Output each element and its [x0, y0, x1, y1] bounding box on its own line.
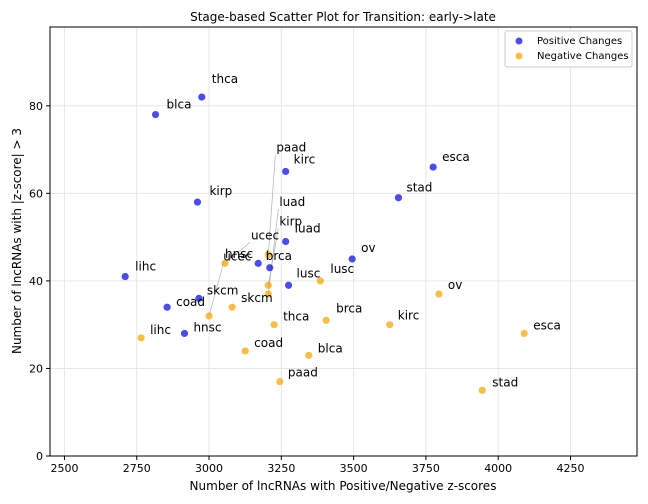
legend-marker-negative	[515, 52, 523, 60]
point-label: skcm	[241, 291, 273, 305]
point-label: hnsc	[193, 320, 221, 334]
point-positive-brca	[266, 264, 274, 272]
point-negative-lihc	[137, 334, 145, 342]
point-negative-kirp	[264, 281, 272, 289]
point-label: ov	[448, 278, 462, 292]
point-label: paad	[288, 366, 318, 380]
point-label: blca	[318, 341, 343, 355]
point-label: kirp	[279, 214, 302, 228]
point-negative-luad	[264, 290, 272, 298]
point-label: kirc	[398, 309, 420, 323]
x-axis-label: Number of lncRNAs with Positive/Negative…	[190, 479, 497, 493]
leader-line	[267, 208, 279, 295]
point-negative-stad	[478, 386, 486, 394]
point-negative-coad	[241, 347, 249, 355]
point-negative-esca	[520, 329, 528, 338]
point-label: brca	[266, 249, 292, 263]
chart-title: Stage-based Scatter Plot for Transition:…	[190, 10, 496, 24]
point-label: stad	[406, 181, 432, 195]
point-positive-luad	[282, 237, 290, 246]
point-positive-thca	[198, 93, 206, 101]
leader-line	[224, 242, 251, 264]
y-axis-label: Number of lncRNAs with |z-score| > 3	[10, 128, 24, 354]
point-positive-skcm	[195, 294, 203, 303]
point-positive-kirp	[193, 198, 202, 206]
x-tick-label: 3500	[340, 462, 368, 475]
point-label: ov	[361, 241, 375, 255]
point-positive-esca	[429, 163, 437, 171]
point-positive-lusc	[284, 281, 293, 289]
point-positive-stad	[394, 194, 403, 202]
point-label: lihc	[135, 260, 156, 274]
point-label: kirc	[294, 152, 316, 166]
point-label: ucec	[223, 249, 251, 263]
x-tick-label: 3000	[195, 462, 223, 475]
point-label: blca	[167, 98, 192, 112]
point-label: skcm	[207, 283, 239, 297]
point-label: lusc	[330, 262, 354, 276]
point-label: coad	[176, 295, 205, 309]
point-label: hnsc	[225, 247, 253, 261]
point-label: paad	[276, 141, 306, 155]
point-positive-hnsc	[180, 329, 189, 338]
legend-label-positive: Positive Changes	[537, 36, 622, 47]
point-negative-paad	[264, 251, 272, 259]
legend-box	[504, 30, 633, 68]
x-tick-label: 2750	[123, 462, 151, 475]
data-points	[121, 93, 528, 394]
point-label: ucec	[251, 228, 279, 242]
y-tick-label: 20	[29, 362, 43, 375]
point-label: kirp	[209, 184, 232, 198]
point-negative-paad	[276, 377, 284, 386]
point-negative-blca	[305, 351, 313, 359]
x-tick-label: 4250	[556, 462, 584, 475]
point-negative-brca	[322, 316, 330, 324]
point-label: thca	[212, 72, 238, 86]
point-label: esca	[442, 150, 470, 164]
grid	[50, 27, 637, 457]
point-positive-lihc	[121, 272, 129, 281]
axis-ticks: 2500 2750 3000 3250 3500 3750 4000 4250 0 20 40 60 8…	[29, 100, 584, 475]
point-labels: thca blca kirc esca kirp stad luad ov ucec brca li…	[135, 72, 561, 389]
legend: Positive Changes Negative Changes	[504, 30, 633, 68]
y-tick-label: 40	[29, 275, 43, 288]
point-negative-lusc	[316, 277, 324, 285]
point-label: esca	[533, 318, 561, 332]
point-label: brca	[336, 301, 362, 315]
point-label: thca	[283, 310, 309, 324]
point-positive-ov	[348, 255, 356, 263]
point-label: lihc	[150, 323, 171, 337]
point-negative-ucec	[221, 259, 229, 267]
point-label: coad	[254, 336, 283, 350]
point-negative-kirc	[386, 321, 394, 329]
point-positive-blca	[151, 110, 160, 119]
leader-line	[267, 154, 276, 255]
x-tick-label: 3250	[267, 462, 295, 475]
leader-line	[208, 260, 225, 317]
x-tick-label: 2500	[50, 462, 78, 475]
legend-marker-positive	[515, 37, 523, 45]
plot-frame	[49, 26, 638, 457]
point-label: lusc	[297, 266, 321, 280]
point-label: stad	[492, 375, 518, 389]
y-tick-label: 80	[29, 100, 43, 113]
x-tick-label: 3750	[412, 462, 440, 475]
label-leader-lines	[208, 154, 279, 317]
point-label: luad	[279, 195, 305, 209]
point-positive-coad	[163, 303, 171, 311]
point-positive-ucec	[254, 259, 262, 267]
leader-line	[267, 228, 279, 286]
point-label: luad	[295, 222, 321, 236]
point-negative-skcm	[228, 303, 236, 311]
point-negative-thca	[270, 321, 278, 329]
x-tick-label: 4000	[484, 462, 512, 475]
point-negative-ov	[435, 290, 443, 298]
point-negative-hnsc	[205, 312, 213, 320]
y-tick-label: 60	[29, 187, 43, 200]
point-positive-kirc	[282, 167, 290, 176]
legend-label-negative: Negative Changes	[537, 51, 629, 62]
y-tick-label: 0	[36, 450, 43, 463]
